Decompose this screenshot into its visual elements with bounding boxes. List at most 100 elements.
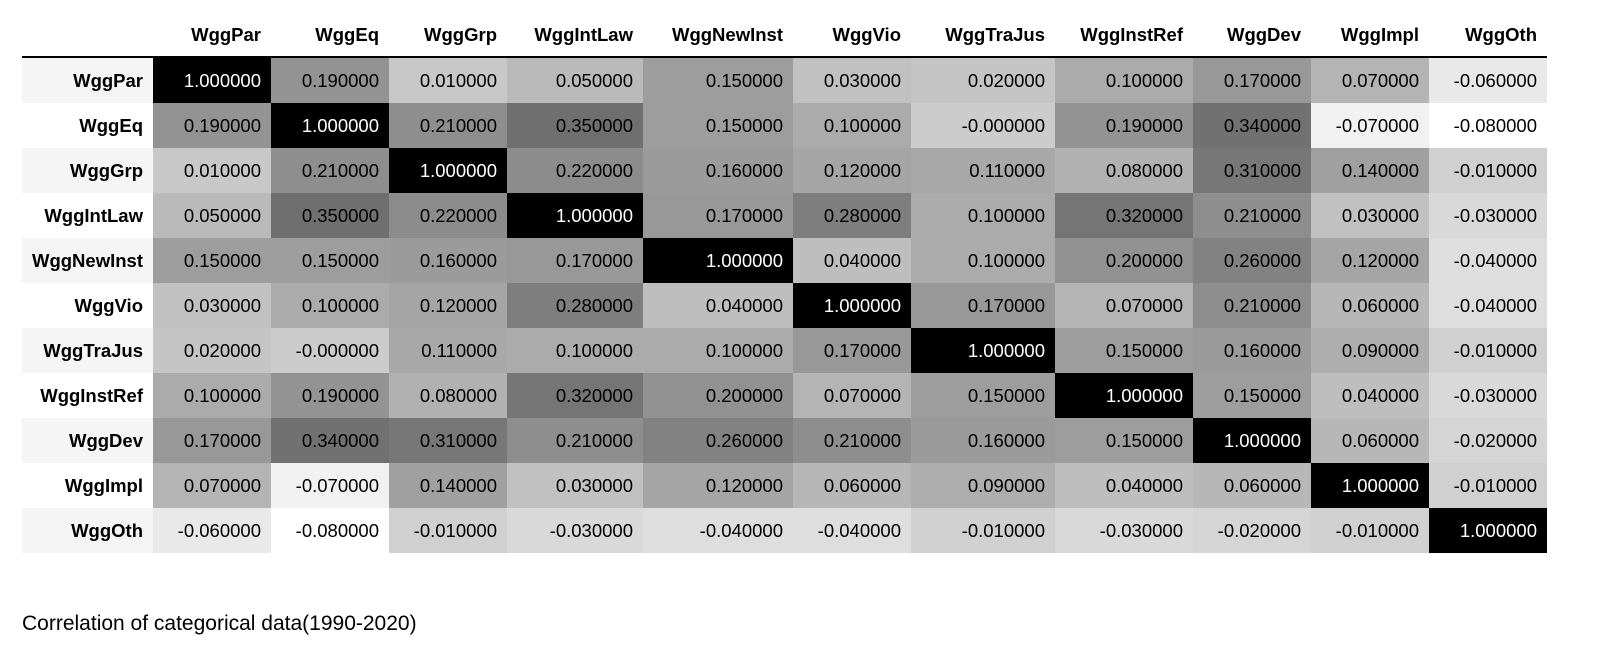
heatmap-cell: 1.000000: [389, 148, 507, 193]
heatmap-cell: 0.060000: [793, 463, 911, 508]
table-row: WggImpl 0.070000 -0.070000 0.140000 0.030000…: [22, 463, 1547, 508]
heatmap-cell: 1.000000: [1429, 508, 1547, 553]
heatmap-cell: 0.040000: [1055, 463, 1193, 508]
heatmap-cell: -0.000000: [271, 328, 389, 373]
heatmap-cell: 0.060000: [1311, 418, 1429, 463]
heatmap-cell: 0.140000: [1311, 148, 1429, 193]
heatmap-cell: 0.020000: [153, 328, 271, 373]
heatmap-cell: 0.220000: [389, 193, 507, 238]
table-row: WggDev 0.170000 0.340000 0.310000 0.210000 0.…: [22, 418, 1547, 463]
heatmap-cell: 0.070000: [153, 463, 271, 508]
heatmap-cell: -0.040000: [643, 508, 793, 553]
heatmap-cell: 0.190000: [271, 373, 389, 418]
heatmap-cell: 1.000000: [1055, 373, 1193, 418]
column-header: WggDev: [1193, 14, 1311, 57]
row-header: WggPar: [22, 57, 153, 103]
table-row: WggIntLaw 0.050000 0.350000 0.220000 1.00000…: [22, 193, 1547, 238]
column-header: WggPar: [153, 14, 271, 57]
column-header: WggEq: [271, 14, 389, 57]
table-header: WggPar WggEq WggGrp WggIntLaw WggNewInst WggV…: [22, 14, 1547, 57]
heatmap-cell: -0.070000: [1311, 103, 1429, 148]
heatmap-cell: 0.170000: [1193, 57, 1311, 103]
table-body: WggPar 1.000000 0.190000 0.010000 0.050000 0.…: [22, 57, 1547, 553]
heatmap-cell: 1.000000: [271, 103, 389, 148]
heatmap-cell: 0.110000: [911, 148, 1055, 193]
heatmap-cell: 0.150000: [153, 238, 271, 283]
table-row: WggVio 0.030000 0.100000 0.120000 0.280000 0.…: [22, 283, 1547, 328]
heatmap-cell: 0.310000: [1193, 148, 1311, 193]
heatmap-cell: -0.010000: [1429, 328, 1547, 373]
heatmap-cell: 0.110000: [389, 328, 507, 373]
heatmap-cell: -0.020000: [1193, 508, 1311, 553]
heatmap-cell: 0.120000: [793, 148, 911, 193]
column-header: WggGrp: [389, 14, 507, 57]
table-row: WggTraJus 0.020000 -0.000000 0.110000 0.1000…: [22, 328, 1547, 373]
column-header: WggNewInst: [643, 14, 793, 57]
heatmap-cell: 1.000000: [1193, 418, 1311, 463]
column-header: WggVio: [793, 14, 911, 57]
heatmap-cell: 0.150000: [1055, 328, 1193, 373]
heatmap-cell: 0.170000: [911, 283, 1055, 328]
heatmap-cell: 0.020000: [911, 57, 1055, 103]
row-header: WggIntLaw: [22, 193, 153, 238]
heatmap-cell: 0.280000: [793, 193, 911, 238]
heatmap-cell: 0.100000: [911, 238, 1055, 283]
row-header: WggVio: [22, 283, 153, 328]
row-header: WggDev: [22, 418, 153, 463]
heatmap-cell: 1.000000: [507, 193, 643, 238]
heatmap-cell: 0.170000: [793, 328, 911, 373]
table-row: WggOth -0.060000 -0.080000 -0.010000 -0.0300…: [22, 508, 1547, 553]
heatmap-cell: 0.140000: [389, 463, 507, 508]
heatmap-cell: 0.100000: [911, 193, 1055, 238]
heatmap-cell: 0.210000: [507, 418, 643, 463]
table-row: WggPar 1.000000 0.190000 0.010000 0.050000 0.…: [22, 57, 1547, 103]
heatmap-cell: 0.280000: [507, 283, 643, 328]
heatmap-cell: 0.040000: [1311, 373, 1429, 418]
heatmap-cell: 0.260000: [643, 418, 793, 463]
heatmap-cell: 0.190000: [1055, 103, 1193, 148]
heatmap-cell: -0.010000: [1429, 463, 1547, 508]
heatmap-cell: -0.010000: [911, 508, 1055, 553]
heatmap-cell: 0.040000: [643, 283, 793, 328]
heatmap-cell: 0.030000: [1311, 193, 1429, 238]
heatmap-cell: -0.000000: [911, 103, 1055, 148]
heatmap-cell: 0.040000: [793, 238, 911, 283]
heatmap-cell: 0.160000: [911, 418, 1055, 463]
row-header: WggOth: [22, 508, 153, 553]
heatmap-cell: 0.260000: [1193, 238, 1311, 283]
heatmap-cell: 0.030000: [153, 283, 271, 328]
heatmap-cell: -0.070000: [271, 463, 389, 508]
heatmap-cell: 1.000000: [911, 328, 1055, 373]
heatmap-cell: -0.030000: [1429, 373, 1547, 418]
column-header: WggIntLaw: [507, 14, 643, 57]
heatmap-cell: 0.150000: [643, 103, 793, 148]
heatmap-cell: 0.070000: [793, 373, 911, 418]
heatmap-cell: -0.040000: [793, 508, 911, 553]
heatmap-cell: 0.080000: [389, 373, 507, 418]
heatmap-cell: 0.150000: [1193, 373, 1311, 418]
heatmap-cell: 0.150000: [643, 57, 793, 103]
heatmap-cell: 0.100000: [793, 103, 911, 148]
heatmap-cell: -0.030000: [507, 508, 643, 553]
heatmap-cell: 0.320000: [507, 373, 643, 418]
heatmap-cell: 0.080000: [1055, 148, 1193, 193]
heatmap-cell: 0.100000: [271, 283, 389, 328]
column-header: WggInstRef: [1055, 14, 1193, 57]
heatmap-cell: 0.030000: [793, 57, 911, 103]
heatmap-cell: -0.010000: [389, 508, 507, 553]
heatmap-cell: 0.210000: [271, 148, 389, 193]
heatmap-cell: 0.210000: [793, 418, 911, 463]
heatmap-cell: 0.340000: [271, 418, 389, 463]
correlation-heatmap-table: WggPar WggEq WggGrp WggIntLaw WggNewInst WggV…: [22, 14, 1547, 553]
table-row: WggEq 0.190000 1.000000 0.210000 0.350000 0.1…: [22, 103, 1547, 148]
correlation-table-container: WggPar WggEq WggGrp WggIntLaw WggNewInst WggV…: [22, 14, 1547, 553]
heatmap-cell: 0.200000: [643, 373, 793, 418]
heatmap-cell: 0.100000: [153, 373, 271, 418]
corner-cell: [22, 14, 153, 57]
table-row: WggNewInst 0.150000 0.150000 0.160000 0.1700…: [22, 238, 1547, 283]
heatmap-cell: 0.210000: [389, 103, 507, 148]
heatmap-cell: 0.170000: [507, 238, 643, 283]
heatmap-cell: 0.100000: [643, 328, 793, 373]
heatmap-cell: 0.170000: [153, 418, 271, 463]
column-header: WggOth: [1429, 14, 1547, 57]
